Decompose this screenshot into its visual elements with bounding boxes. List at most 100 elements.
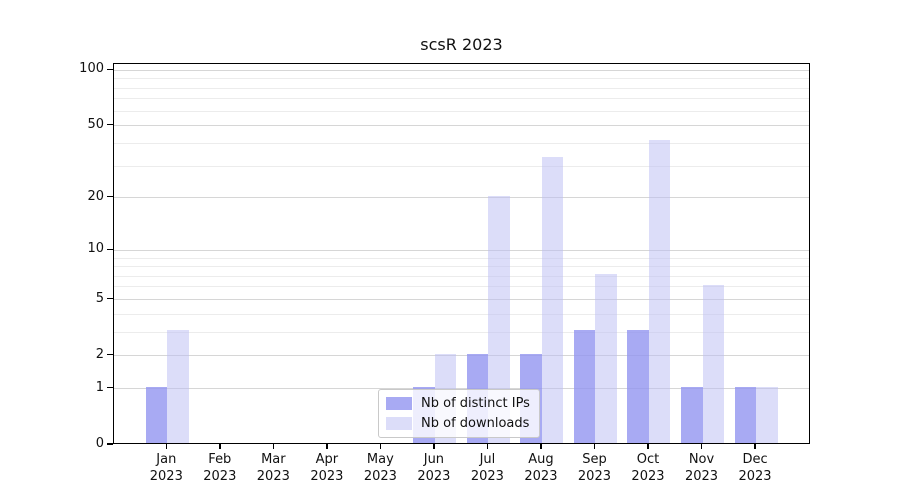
gridline-major-10 — [114, 249, 809, 251]
x-tick-label-apr-2023: Apr 2023 — [295, 451, 359, 485]
x-tick-label-sep-2023: Sep 2023 — [562, 451, 626, 485]
gridline-minor-7 — [114, 275, 809, 277]
y-tick-label-2: 2 — [95, 346, 104, 362]
bar-downloads-aug — [541, 156, 564, 443]
y-tick-label-100: 100 — [79, 61, 104, 77]
y-tick-20 — [107, 196, 113, 198]
gridline-major-1 — [114, 388, 809, 390]
legend: Nb of distinct IPs Nb of downloads — [378, 389, 540, 438]
gridline-minor-6 — [114, 286, 809, 288]
gridline-minor-3 — [114, 331, 809, 333]
gridline-major-20 — [114, 197, 809, 199]
x-tick-aug — [540, 444, 542, 449]
legend-item-distinct-ips: Nb of distinct IPs — [386, 396, 530, 411]
gridline-major-100 — [114, 69, 809, 71]
gridline-minor-40 — [114, 142, 809, 144]
x-tick-label-mar-2023: Mar 2023 — [241, 451, 305, 485]
x-label-year: 2023 — [149, 469, 183, 484]
x-tick-feb — [219, 444, 221, 449]
x-label-month: Jan — [156, 452, 177, 467]
x-label-month: Dec — [742, 452, 768, 467]
gridline-minor-30 — [114, 165, 809, 167]
x-label-month: Jun — [423, 452, 445, 467]
bar-downloads-jul — [488, 195, 510, 443]
bar-downloads-sep — [595, 274, 617, 443]
x-tick-label-jul-2023: Jul 2023 — [455, 451, 519, 485]
bar-distinct-ips-oct — [627, 330, 649, 443]
x-tick-nov — [700, 444, 703, 449]
bar-downloads-jan — [167, 330, 189, 443]
x-label-year: 2023 — [684, 469, 719, 484]
bar-downloads-oct — [648, 139, 671, 443]
x-tick-dec — [754, 444, 756, 449]
x-label-year: 2023 — [363, 469, 397, 484]
gridline-minor-80 — [114, 87, 809, 89]
x-tick-mar — [272, 444, 275, 449]
y-tick-label-50: 50 — [87, 116, 104, 132]
y-tick-5 — [107, 297, 113, 300]
gridline-major-2 — [114, 355, 809, 357]
gridline-major-50 — [114, 125, 809, 127]
y-tick-100 — [107, 68, 113, 70]
x-tick-jul — [486, 444, 489, 449]
legend-label-distinct-ips: Nb of distinct IPs — [421, 396, 530, 411]
x-label-month: May — [366, 452, 394, 467]
gridline-major-5 — [114, 299, 809, 300]
chart-title: scsR 2023 — [420, 35, 503, 54]
bar-distinct-ips-nov — [681, 386, 703, 443]
y-tick-label-0: 0 — [95, 436, 104, 451]
x-tick-jan — [165, 444, 167, 449]
x-tick-label-nov-2023: Nov 2023 — [670, 451, 734, 485]
x-label-year: 2023 — [417, 469, 451, 484]
y-tick-10 — [107, 248, 113, 250]
x-label-year: 2023 — [631, 469, 665, 484]
x-tick-label-jan-2023: Jan 2023 — [134, 451, 198, 485]
y-tick-label-5: 5 — [95, 290, 104, 306]
x-label-year: 2023 — [203, 469, 237, 484]
x-tick-label-dec-2023: Dec 2023 — [723, 451, 787, 485]
x-label-year: 2023 — [470, 469, 504, 484]
gridline-minor-90 — [114, 78, 809, 80]
gridline-minor-70 — [114, 98, 809, 100]
gridline-minor-60 — [114, 110, 809, 112]
y-tick-label-1: 1 — [95, 379, 104, 395]
x-tick-oct — [647, 444, 649, 449]
x-tick-apr — [326, 444, 328, 449]
gridline-minor-4 — [114, 313, 809, 315]
x-tick-label-may-2023: May 2023 — [348, 451, 412, 485]
x-label-year: 2023 — [524, 469, 558, 484]
x-label-year: 2023 — [256, 469, 290, 484]
bar-distinct-ips-dec — [734, 386, 757, 443]
x-label-month: Oct — [636, 452, 660, 467]
x-label-month: Aug — [528, 452, 554, 467]
legend-item-downloads: Nb of downloads — [386, 416, 530, 431]
x-tick-sep — [593, 444, 596, 449]
y-tick-label-10: 10 — [87, 241, 104, 257]
x-label-year: 2023 — [577, 469, 611, 484]
gridline-minor-8 — [114, 266, 809, 268]
x-tick-label-oct-2023: Oct 2023 — [616, 451, 680, 485]
bar-distinct-ips-sep — [573, 330, 596, 443]
bar-downloads-dec — [756, 386, 778, 443]
x-label-month: Apr — [315, 452, 339, 467]
plot-area — [113, 63, 810, 444]
legend-swatch-distinct-ips — [386, 397, 412, 410]
x-label-month: Jul — [479, 452, 496, 467]
bar-distinct-ips-jan — [145, 386, 168, 443]
legend-label-downloads: Nb of downloads — [421, 416, 530, 431]
y-tick-2 — [107, 354, 113, 356]
x-tick-jun — [433, 444, 435, 449]
x-label-month: Nov — [688, 452, 715, 467]
y-tick-50 — [107, 124, 113, 126]
x-label-month: Sep — [582, 452, 607, 467]
y-tick-1 — [107, 387, 113, 389]
x-tick-label-jun-2023: Jun 2023 — [402, 451, 466, 485]
y-tick-0 — [107, 443, 113, 445]
gridline-minor-9 — [114, 257, 809, 259]
bar-downloads-nov — [702, 285, 724, 443]
x-label-year: 2023 — [738, 469, 772, 484]
x-tick-may — [379, 444, 382, 449]
x-tick-label-feb-2023: Feb 2023 — [188, 451, 252, 485]
x-label-month: Feb — [208, 452, 232, 467]
